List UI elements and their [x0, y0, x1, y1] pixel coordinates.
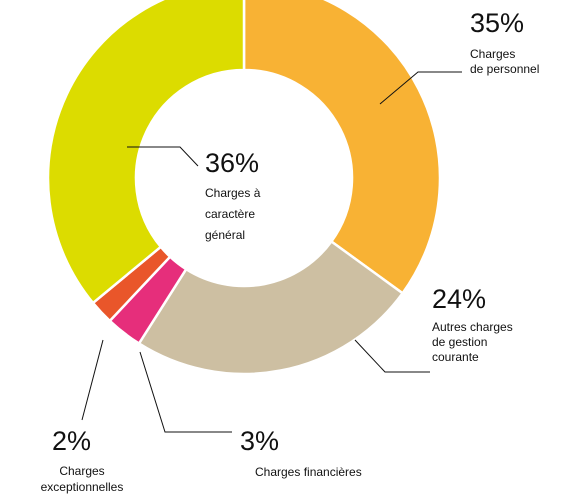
- slice-label-line: exceptionnelles: [41, 480, 124, 494]
- donut-slice-2: [137, 239, 405, 376]
- slice-label-line: caractère: [205, 207, 255, 221]
- slice-percent-1: 35%: [470, 8, 524, 38]
- leader-line-4: [81, 339, 104, 421]
- slice-label-line: courante: [432, 350, 479, 364]
- leader-line-3: [139, 351, 232, 433]
- slice-label-3: 3% Charges financières: [139, 351, 362, 479]
- slice-label-line: Charges à: [205, 186, 261, 200]
- donut-slice-5: [46, 0, 246, 305]
- donut-slice-1: [242, 0, 442, 295]
- slice-label-line: de personnel: [470, 62, 539, 76]
- slice-label-line: Charges: [470, 47, 515, 61]
- slice-percent-3: 3%: [240, 426, 279, 456]
- slice-label-line: général: [205, 228, 245, 242]
- slice-label-5: 36% Charges à caractère général: [127, 146, 261, 242]
- slice-percent-4: 2%: [52, 426, 91, 456]
- slice-percent-2: 24%: [432, 284, 486, 314]
- leader-line-1: [379, 71, 462, 105]
- slice-label-line: Charges financières: [255, 465, 362, 479]
- slice-label-line: Autres charges: [432, 320, 513, 334]
- slice-percent-5: 36%: [205, 148, 259, 178]
- slice-label-line: Charges: [59, 464, 104, 478]
- leader-line-2: [354, 339, 430, 373]
- donut-segments: [46, 0, 442, 376]
- slice-label-line: de gestion: [432, 335, 487, 349]
- slice-label-4: 2% Charges exceptionnelles: [41, 339, 124, 494]
- leader-line-5: [127, 146, 199, 167]
